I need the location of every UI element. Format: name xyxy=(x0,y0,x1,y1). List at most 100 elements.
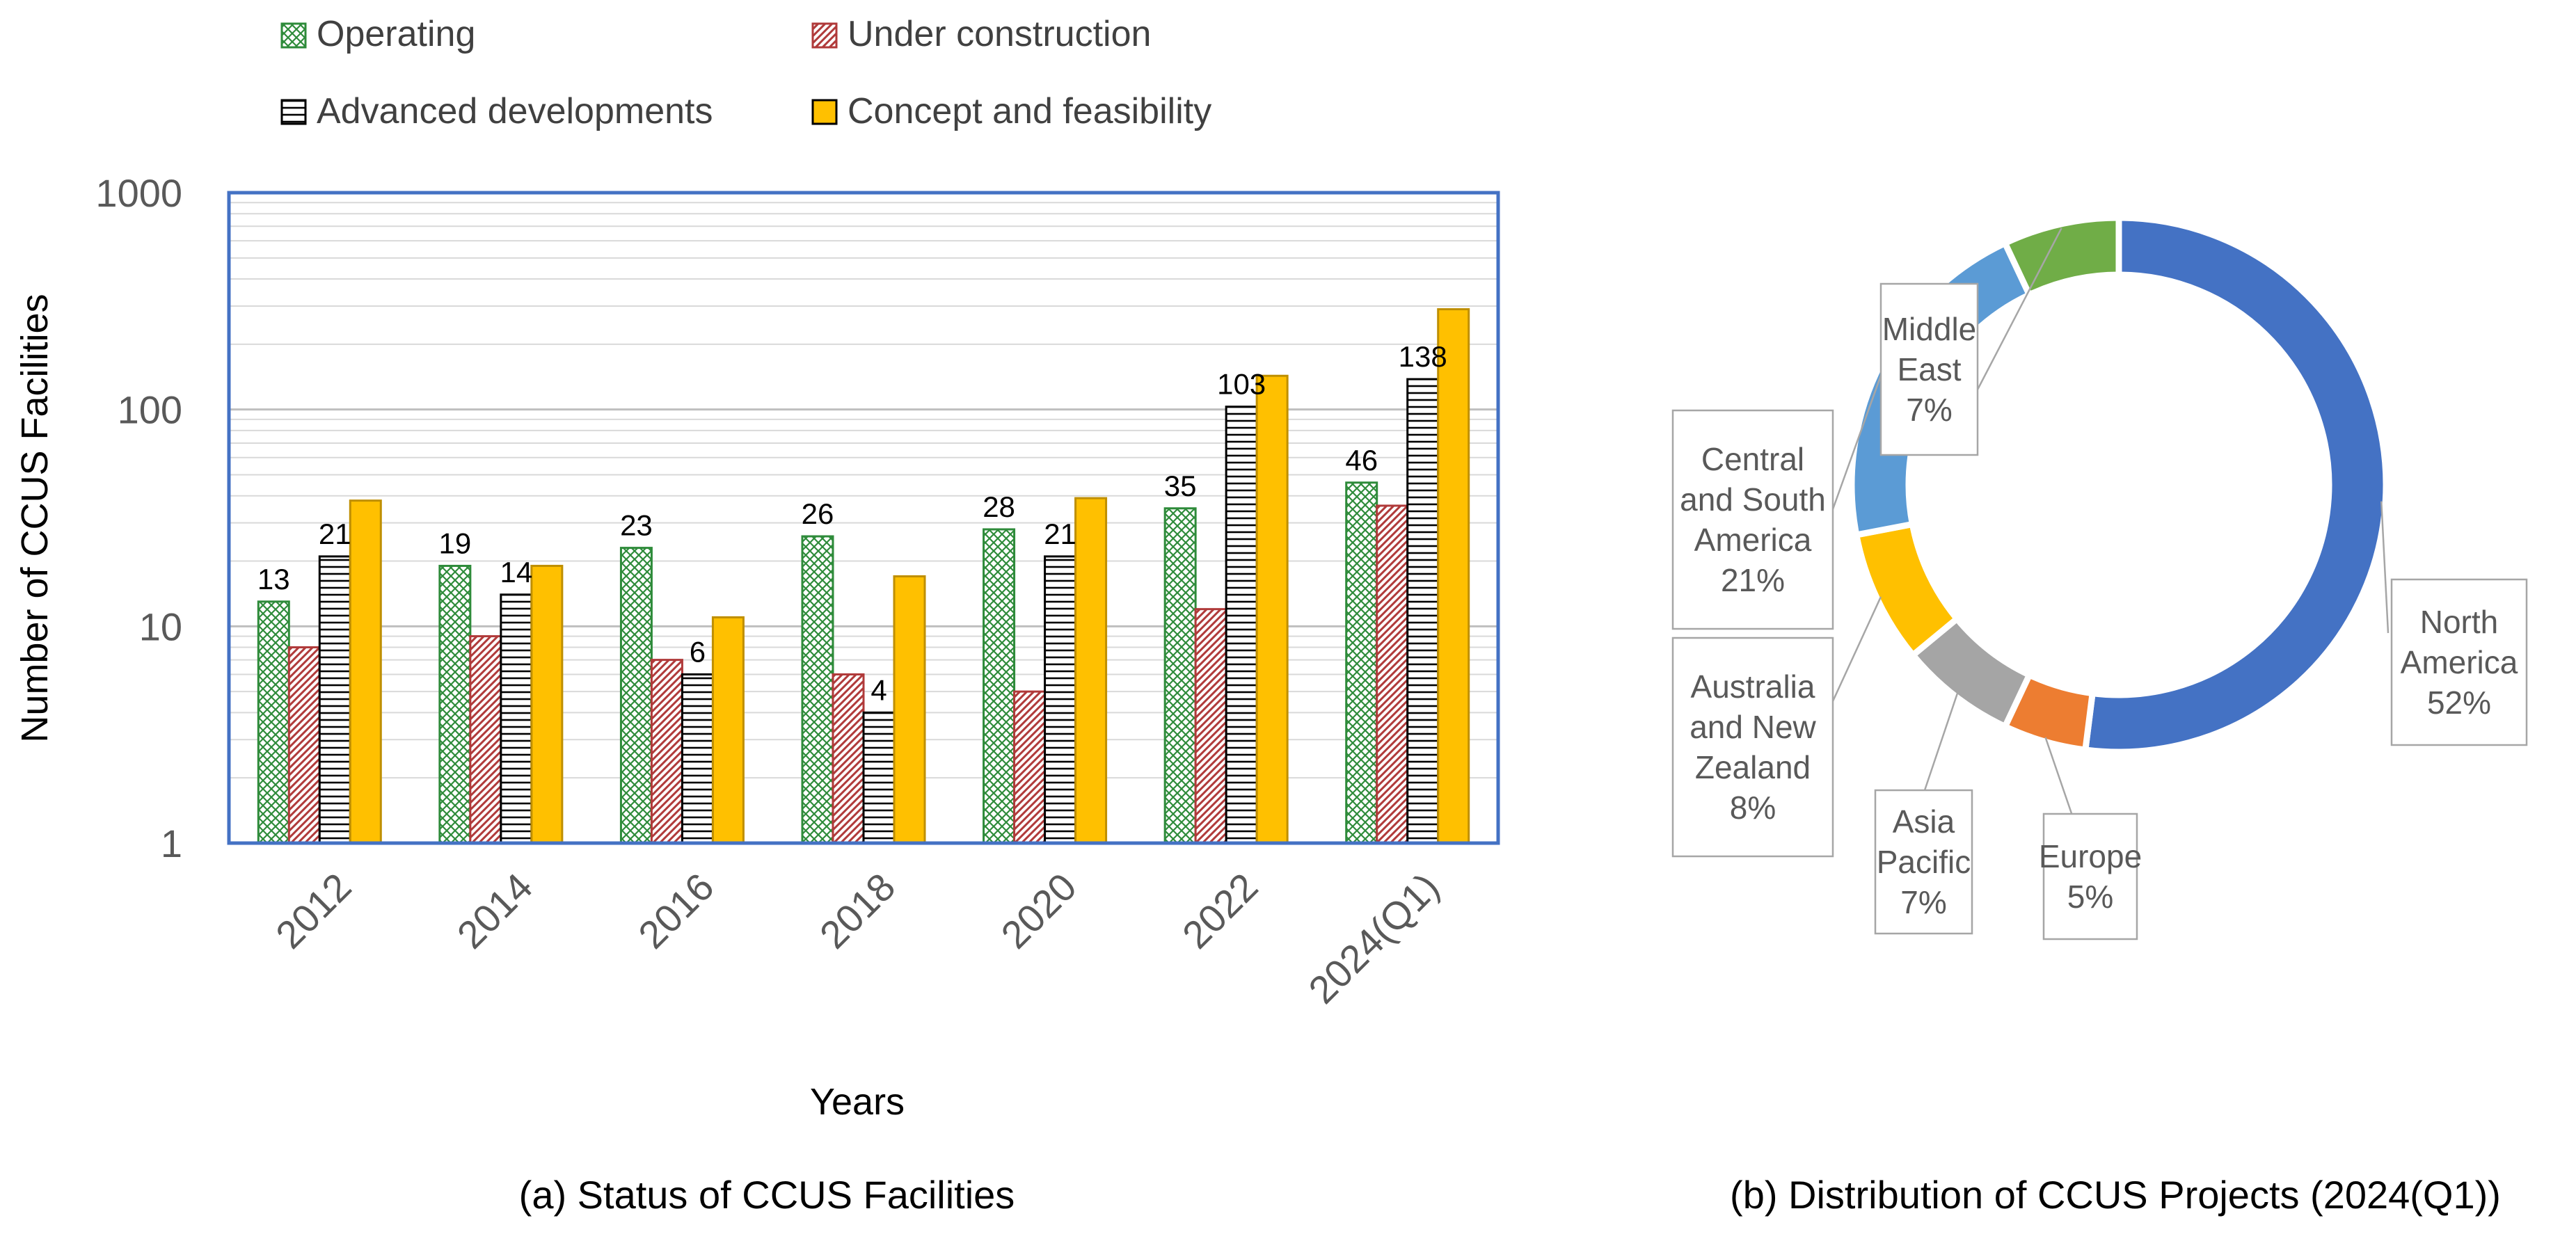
leader-line xyxy=(2380,501,2390,634)
x-tick-labels: 2012 2014 2016 2018 2020 2022 2024(Q1) xyxy=(267,865,1447,1012)
bar-operating-2014 xyxy=(438,564,472,844)
data-label-advanced-developments: 21 xyxy=(1044,518,1076,550)
callout-box xyxy=(1879,282,1979,456)
callout-text: and South xyxy=(1680,481,1826,518)
bar-under-construction-2014 xyxy=(469,635,502,844)
y-axis-title: Number of CCUS Facilities xyxy=(14,294,56,742)
bar-under-construction-2012 xyxy=(287,646,321,844)
callout-box xyxy=(1671,636,1834,858)
callout-text: Central xyxy=(1701,441,1804,477)
legend-label-under-construction: Under construction xyxy=(848,14,1151,54)
callout-text: Pacific xyxy=(1877,844,1971,880)
callout-central-and-south-america: Central and South America 21% xyxy=(1671,365,1886,630)
legend-swatch-operating xyxy=(280,22,307,49)
x-tick-label: 2018 xyxy=(811,865,904,957)
bar-advanced-developments-2018 xyxy=(862,711,896,844)
x-tick-label: 2020 xyxy=(992,865,1085,957)
bar-concept-and-feasibility-2016 xyxy=(711,616,745,844)
legend-swatch-concept-and-feasibility xyxy=(811,99,838,125)
x-tick-label: 2014 xyxy=(449,865,541,957)
bar-under-construction-2018 xyxy=(832,673,865,844)
bar-operating-2012 xyxy=(257,600,290,844)
callout-text: Europe xyxy=(2039,838,2142,874)
bar-advanced-developments-2024-q1 xyxy=(1406,378,1440,844)
leader-line xyxy=(1923,692,1959,791)
data-label-operating: 26 xyxy=(802,497,834,530)
bar-chart: Operating Under construction Advanced de… xyxy=(14,14,1500,1217)
slice-middle-east xyxy=(2001,214,2122,299)
data-label-advanced-developments: 21 xyxy=(319,518,351,550)
caption-a: (a) Status of CCUS Facilities xyxy=(519,1173,1015,1217)
callout-text: 21% xyxy=(1721,562,1785,598)
data-label-operating: 46 xyxy=(1345,444,1378,477)
y-tick-label: 10 xyxy=(139,605,182,648)
bar-under-construction-2016 xyxy=(650,659,683,844)
legend-label-advanced-developments: Advanced developments xyxy=(317,91,713,131)
plot-area-border xyxy=(227,191,1500,845)
bar-concept-and-feasibility-2018 xyxy=(893,575,926,844)
callout-middle-east: Middle East 7% xyxy=(1879,227,2062,456)
callout-text: East xyxy=(1897,351,1961,387)
data-label-advanced-developments: 103 xyxy=(1217,368,1266,401)
doughnut-slices xyxy=(1848,214,2390,755)
leader-line xyxy=(1831,596,1882,702)
bar-operating-2020 xyxy=(983,528,1016,844)
callout-text: North xyxy=(2420,604,2498,640)
callout-text: 52% xyxy=(2427,684,2491,721)
bar-under-construction-2024-q1 xyxy=(1376,504,1409,844)
bar-operating-2018 xyxy=(801,535,834,844)
callout-text: America xyxy=(1694,522,1812,558)
x-tick-label: 2012 xyxy=(267,865,360,957)
callout-australia-and-new-zealand: Australia and New Zealand 8% xyxy=(1671,596,1882,858)
legend-swatch-advanced-developments xyxy=(280,99,307,125)
slice-north-america xyxy=(2081,214,2390,755)
callout-text: 8% xyxy=(1730,790,1776,826)
bar-concept-and-feasibility-2012 xyxy=(349,499,382,844)
callout-asia-pacific: Asia Pacific 7% xyxy=(1874,692,1973,935)
y-tick-label: 1000 xyxy=(95,171,182,215)
y-tick-label: 1 xyxy=(161,822,182,865)
leader-line xyxy=(1831,365,1886,510)
callout-box xyxy=(1671,409,1834,630)
bar-concept-and-feasibility-2024-q1 xyxy=(1437,308,1470,844)
data-label-operating: 35 xyxy=(1164,470,1197,502)
data-label-operating: 23 xyxy=(620,509,653,542)
bar-concept-and-feasibility-2020 xyxy=(1074,497,1108,844)
data-label-advanced-developments: 14 xyxy=(500,556,532,589)
callout-text: 5% xyxy=(2067,879,2113,915)
caption-b: (b) Distribution of CCUS Projects (2024(… xyxy=(1730,1173,2501,1217)
legend-item-under-construction: Under construction xyxy=(811,14,1151,54)
x-tick-label: 2024(Q1) xyxy=(1300,865,1447,1012)
legend-label-concept-and-feasibility: Concept and feasibility xyxy=(848,91,1211,131)
bar-under-construction-2020 xyxy=(1013,690,1047,844)
bar-advanced-developments-2012 xyxy=(318,555,351,844)
bar-under-construction-2022 xyxy=(1194,608,1227,844)
leader-line xyxy=(2044,737,2075,820)
data-label-operating: 28 xyxy=(983,490,1015,523)
bar-advanced-developments-2014 xyxy=(500,593,533,844)
bar-operating-2022 xyxy=(1163,507,1197,844)
data-label-advanced-developments: 6 xyxy=(690,635,706,668)
bar-concept-and-feasibility-2022 xyxy=(1255,374,1289,844)
callout-text: Zealand xyxy=(1695,749,1811,785)
callout-text: 7% xyxy=(1900,884,1946,920)
bars xyxy=(257,308,1470,844)
leader-line xyxy=(1976,227,2062,390)
legend-item-advanced-developments: Advanced developments xyxy=(280,91,713,131)
legend-item-concept-and-feasibility: Concept and feasibility xyxy=(811,91,1211,131)
callout-text: Australia xyxy=(1691,668,1815,705)
legend-swatch-under-construction xyxy=(811,22,838,49)
callout-text: Asia xyxy=(1893,803,1955,840)
data-label-operating: 13 xyxy=(257,563,290,595)
callout-north-america: North America 52% xyxy=(2380,501,2528,746)
legend-label-operating: Operating xyxy=(317,14,475,54)
legend: Operating Under construction Advanced de… xyxy=(280,14,1211,131)
callout-box xyxy=(1874,789,1973,935)
callout-text: Middle xyxy=(1882,311,1977,347)
data-labels: 13 21 19 14 23 6 26 4 28 21 35 103 46 138 xyxy=(257,340,1447,706)
data-label-advanced-developments: 4 xyxy=(870,673,887,706)
slice-callouts: North America 52% Europe 5% Asia Pacific 7% Aust… xyxy=(1671,227,2528,940)
doughnut-chart: North America 52% Europe 5% Asia Pacific 7% Aust… xyxy=(1671,214,2528,1217)
bar-operating-2024-q1 xyxy=(1345,481,1378,844)
